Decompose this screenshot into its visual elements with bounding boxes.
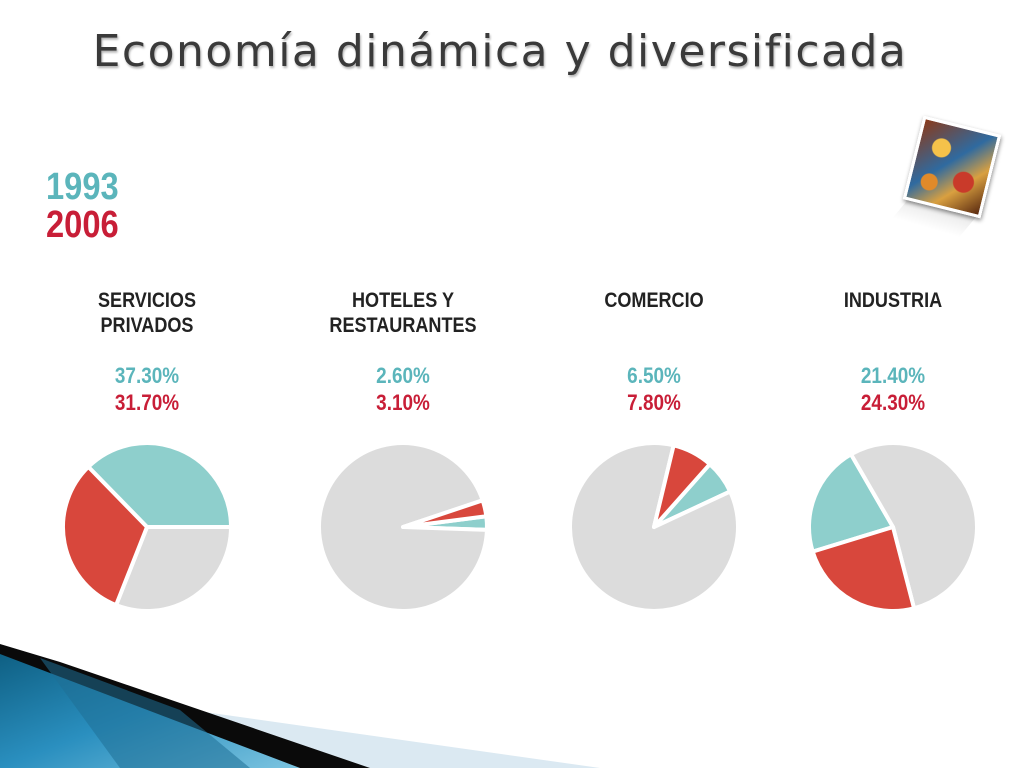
value-2006: 3.10%	[376, 390, 430, 415]
category-label: SERVICIOS PRIVADOS	[97, 289, 197, 337]
value-1993: 2.60%	[376, 363, 430, 388]
value-1993: 37.30%	[114, 363, 180, 388]
category-servicios-privados: SERVICIOS PRIVADOS 37.30% 31.70%	[27, 288, 267, 416]
category-label: COMERCIO	[604, 289, 704, 312]
pie-chart	[807, 441, 979, 613]
pie-slice-2006	[652, 443, 712, 529]
pie-slice-rest	[849, 441, 979, 611]
decorative-swoosh	[0, 644, 600, 768]
pie-slice-rest	[114, 525, 233, 613]
value-2006: 31.70%	[114, 390, 180, 415]
legend-year-2006: 2006	[46, 204, 119, 246]
pie-chart	[317, 441, 489, 613]
category-label: HOTELES Y RESTAURANTES	[329, 289, 477, 337]
legend-year-1993: 1993	[46, 166, 119, 208]
pie-slice-2006	[61, 464, 149, 608]
slide-title: Economía dinámica y diversificada	[92, 26, 908, 77]
value-1993: 21.40%	[860, 363, 926, 388]
pie-slice-2006	[401, 498, 489, 529]
pie-slice-2006	[810, 525, 917, 613]
category-label: INDUSTRIA	[843, 289, 943, 312]
pie-charts	[61, 441, 979, 613]
photo-collage-icon	[902, 115, 1002, 219]
pie-slice-1993	[86, 441, 233, 529]
value-1993: 6.50%	[627, 363, 681, 388]
pie-slice-1993	[807, 452, 895, 554]
pie-chart	[568, 441, 740, 613]
value-2006: 7.80%	[627, 390, 681, 415]
year-legend: 1993 2006	[46, 168, 131, 244]
pie-chart	[61, 441, 233, 613]
category-hoteles-restaurantes: HOTELES Y RESTAURANTES 2.60% 3.10%	[283, 288, 523, 416]
category-comercio: COMERCIO 6.50% 7.80%	[534, 288, 774, 416]
category-industria: INDUSTRIA 21.40% 24.30%	[773, 288, 1013, 416]
pie-slice-rest	[317, 441, 489, 613]
value-2006: 24.30%	[860, 390, 926, 415]
